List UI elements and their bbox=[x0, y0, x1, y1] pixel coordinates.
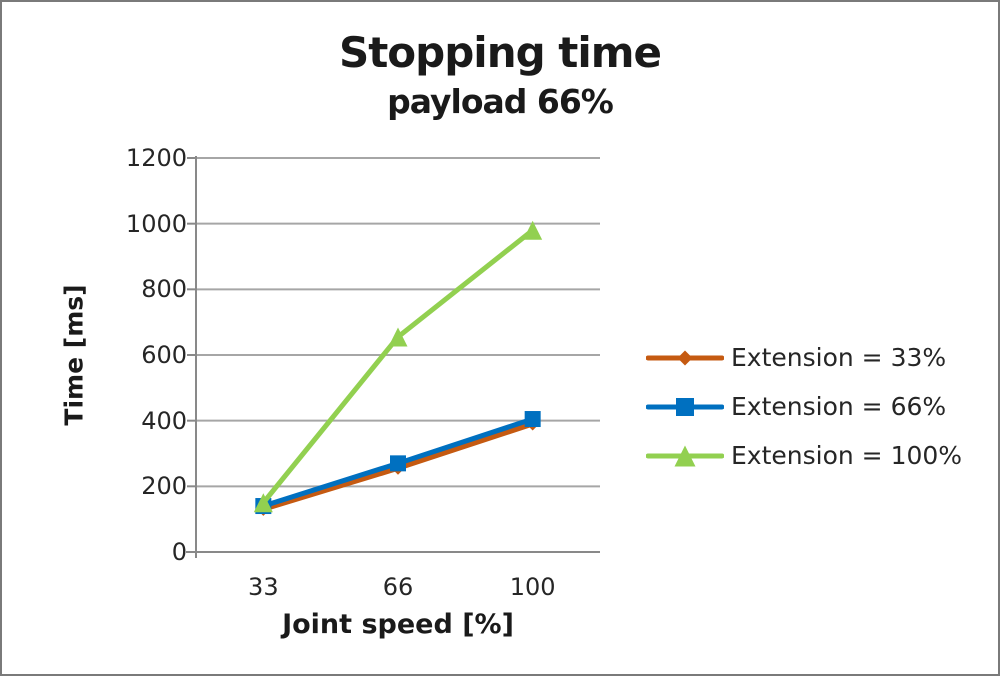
legend-diamond-icon bbox=[646, 350, 724, 365]
legend-square-icon bbox=[646, 397, 724, 416]
x-tick-label: 33 bbox=[248, 573, 279, 601]
x-axis-title: Joint speed [%] bbox=[282, 609, 514, 640]
y-tick-label: 400 bbox=[141, 406, 187, 435]
legend: Extension = 33% Extension = 66% Extension … bbox=[646, 333, 962, 480]
y-axis-title: Time [ms] bbox=[59, 284, 89, 426]
chart-subtitle: payload 66% bbox=[387, 82, 614, 121]
legend-label: Extension = 33% bbox=[731, 343, 947, 372]
y-tick-marks bbox=[187, 157, 196, 553]
y-tick-label: 600 bbox=[141, 341, 187, 369]
legend-item: Extension = 66% bbox=[646, 382, 962, 431]
data-point-square-marker bbox=[676, 397, 694, 416]
y-tick-label: 1000 bbox=[125, 209, 187, 238]
data-point-triangle-marker bbox=[253, 493, 273, 513]
data-point-triangle-marker bbox=[388, 327, 408, 347]
y-tick-label: 0 bbox=[171, 538, 187, 566]
data-point-square-marker bbox=[524, 411, 541, 428]
legend-triangle-icon bbox=[646, 445, 724, 466]
legend-label: Extension = 66% bbox=[731, 392, 947, 421]
chart-title: Stopping time bbox=[338, 28, 662, 77]
x-tick-label: 66 bbox=[382, 573, 414, 601]
y-tick-label: 800 bbox=[141, 275, 187, 304]
x-tick-label: 100 bbox=[509, 573, 556, 601]
y-tick-label: 1200 bbox=[125, 144, 187, 172]
legend-label: Extension = 100% bbox=[731, 441, 963, 470]
data-point-triangle-marker bbox=[523, 220, 543, 240]
y-gridlines bbox=[196, 157, 600, 488]
y-tick-label: 200 bbox=[141, 472, 187, 501]
data-point-square-marker bbox=[390, 455, 406, 472]
data-point-diamond-marker bbox=[677, 350, 693, 365]
series-extension-100- bbox=[253, 220, 543, 513]
data-point-triangle-marker bbox=[674, 445, 696, 466]
legend-item: Extension = 33% bbox=[646, 333, 962, 382]
legend-item: Extension = 100% bbox=[646, 431, 962, 480]
